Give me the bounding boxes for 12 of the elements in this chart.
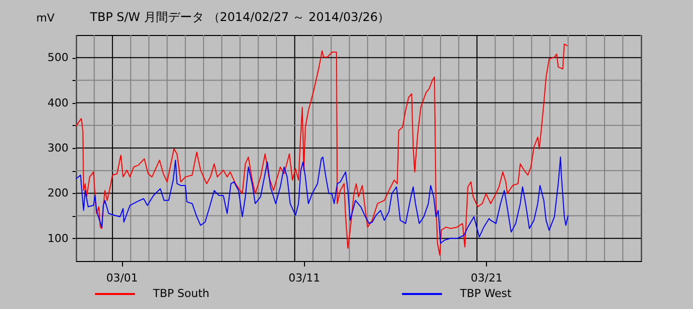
x-tick-label: 03/11: [288, 272, 320, 284]
y-tick-label: 200: [48, 186, 68, 200]
y-axis-title: mV: [36, 12, 55, 24]
legend-label: TBP South: [152, 287, 210, 300]
y-tick-label: 100: [48, 232, 68, 245]
y-tick-label: 400: [48, 96, 68, 110]
chart-title: TBP S/W 月間データ （2014/02/27 ～ 2014/03/26）: [89, 10, 390, 24]
legend-label: TBP West: [459, 287, 512, 300]
x-tick-label: 03/01: [106, 272, 138, 284]
x-tick-label: 03/21: [470, 272, 502, 284]
y-tick-label: 300: [48, 142, 68, 154]
y-tick-label: 500: [48, 51, 68, 64]
